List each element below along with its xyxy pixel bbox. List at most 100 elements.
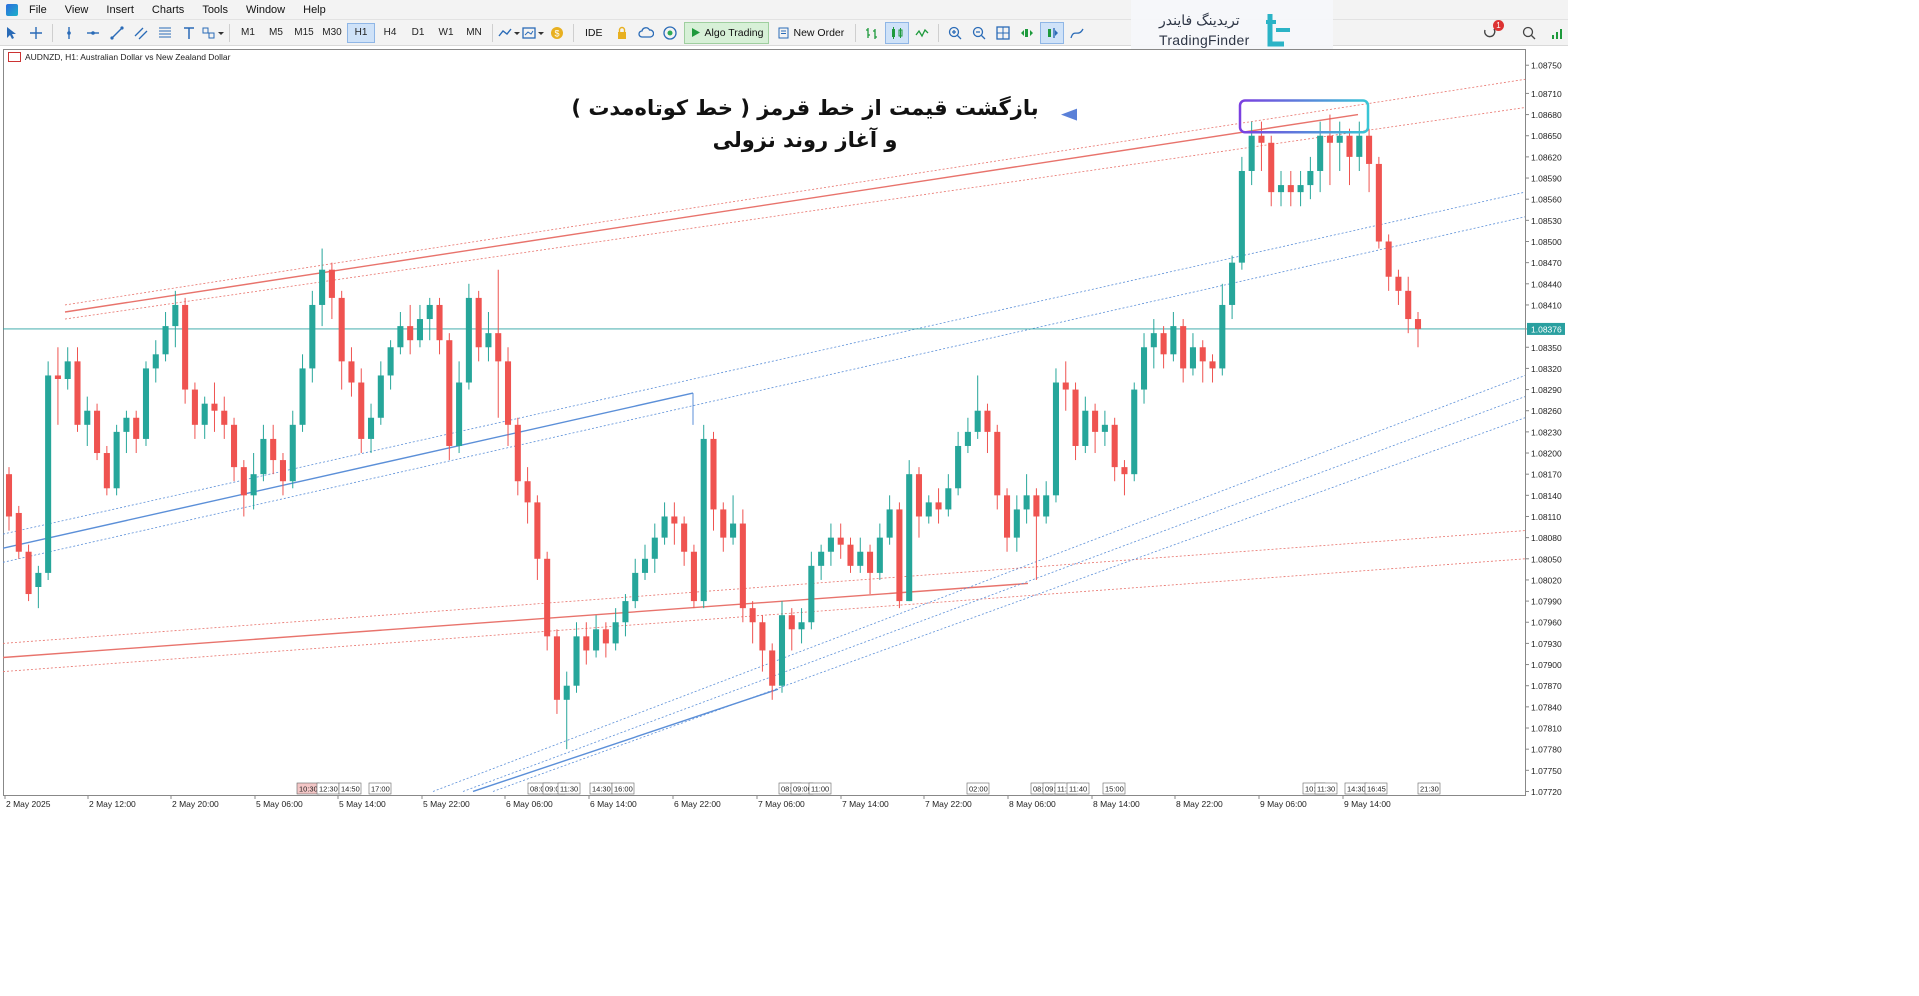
period-label: 17:00 (371, 785, 390, 794)
period-label: 14:30 (1347, 785, 1366, 794)
bear-candle (524, 481, 531, 503)
bull-candle (35, 572, 42, 587)
y-tick-label: 1.07810 (1531, 724, 1562, 734)
crosshair-icon[interactable] (25, 23, 47, 43)
y-tick-label: 1.08470 (1531, 258, 1562, 268)
timeframe-m15[interactable]: M15 (294, 27, 314, 38)
fibonacci-icon[interactable] (154, 23, 176, 43)
menu-file[interactable]: File (29, 3, 47, 16)
timeframe-d1[interactable]: D1 (411, 27, 425, 38)
bear-candle (221, 410, 228, 425)
bear-candle (1180, 326, 1187, 369)
shapes-icon[interactable] (202, 23, 224, 43)
chart-shift-icon[interactable] (1040, 21, 1065, 44)
x-tick-label: 5 May 06:00 (256, 799, 303, 809)
bull-candle (387, 347, 394, 376)
menu-window[interactable]: Window (246, 3, 286, 16)
bear-candle (534, 502, 541, 559)
trend-line-icon[interactable] (106, 23, 128, 43)
x-tick-label: 5 May 22:00 (423, 799, 470, 809)
period-label-box (1102, 782, 1126, 795)
timeframe-m30[interactable]: M30 (322, 27, 342, 38)
play-icon (691, 28, 700, 37)
menu-help[interactable]: Help (303, 3, 326, 16)
period-label: 14:50 (341, 785, 360, 794)
bull-candle (465, 297, 472, 383)
bull-candle (1150, 333, 1157, 348)
bear-candle (1385, 241, 1392, 277)
menu-view[interactable]: View (64, 3, 89, 16)
bull-candle (1277, 185, 1285, 193)
period-label: 12:30 (319, 785, 338, 794)
y-tick-label: 1.07840 (1531, 702, 1562, 712)
notification-badge: 1 (1493, 20, 1504, 31)
bull-candle (319, 269, 326, 305)
timeframe-h4[interactable]: H4 (383, 27, 397, 38)
toolbar-divider (855, 23, 857, 42)
bear-candle (103, 453, 110, 489)
templates-icon[interactable] (522, 23, 544, 43)
horizontal-line-icon[interactable] (82, 23, 104, 43)
period-label-box (1314, 782, 1338, 795)
notifications-icon[interactable]: 1 (1479, 20, 1504, 43)
timeframe-w1[interactable]: W1 (438, 27, 454, 38)
bull-candle (651, 537, 658, 559)
ide-button[interactable]: IDE (585, 26, 603, 39)
line-chart-icon[interactable] (911, 23, 933, 43)
indicators-icon[interactable] (1066, 23, 1088, 43)
bull-candle (1229, 262, 1236, 305)
timeframe-m5[interactable]: M5 (269, 27, 283, 38)
signals-icon[interactable] (659, 23, 681, 43)
new-order-button[interactable]: New Order (773, 23, 849, 43)
algo-trading-button[interactable]: Algo Trading (683, 21, 770, 44)
annotation-line-1: بازگشت قیمت از خط قرمز ( خط کوتاه‌مدت ) (571, 96, 1039, 120)
bull-candle (1297, 185, 1304, 193)
timeframe-h1[interactable]: H1 (347, 22, 375, 43)
bull-candle (1140, 347, 1148, 390)
zoom-in-icon[interactable] (944, 23, 966, 43)
y-tick-label: 1.07780 (1531, 745, 1562, 755)
bear-candle (1405, 290, 1412, 320)
cursor-icon[interactable] (1, 23, 23, 43)
bear-candle (710, 438, 717, 510)
annotation-arrow-head (1061, 108, 1077, 121)
new-order-label: New Order (793, 26, 845, 39)
candlestick-icon[interactable] (885, 21, 910, 44)
chart-window-icon (8, 52, 21, 62)
bear-candle (1072, 389, 1079, 446)
timeframe-m1[interactable]: M1 (241, 27, 255, 38)
y-tick-label: 1.07960 (1531, 618, 1562, 628)
tile-windows-icon[interactable] (992, 23, 1014, 43)
bull-candle (632, 572, 639, 602)
price-chart[interactable]: 1.08750 1.08710 1.08680 1.08650 1.08620 1.085… (3, 47, 1568, 814)
channel-icon[interactable] (130, 23, 152, 43)
bull-candle (886, 509, 893, 538)
money-icon[interactable]: $ (546, 23, 568, 43)
x-tick-label: 7 May 22:00 (925, 799, 972, 809)
bull-candle (700, 438, 707, 602)
scroll-chart-icon[interactable] (1016, 23, 1038, 43)
bear-candle (436, 304, 443, 341)
y-tick-label: 1.08650 (1531, 131, 1562, 141)
search-icon[interactable] (1518, 23, 1540, 43)
vertical-line-icon[interactable] (58, 23, 80, 43)
menu-tools[interactable]: Tools (202, 3, 228, 16)
period-label: 11:30 (1317, 785, 1335, 794)
chart-type-icon[interactable] (498, 23, 520, 43)
x-tick-label: 2 May 12:00 (89, 799, 136, 809)
menu-insert[interactable]: Insert (106, 3, 134, 16)
period-label: 11:30 (560, 785, 578, 794)
cloud-icon[interactable] (635, 23, 657, 43)
timeframe-mn[interactable]: MN (466, 27, 482, 38)
bar-chart-icon[interactable] (861, 23, 883, 43)
bull-candle (798, 622, 805, 630)
menu-charts[interactable]: Charts (151, 3, 185, 16)
bull-candle (964, 431, 971, 446)
text-icon[interactable] (178, 23, 200, 43)
x-tick-label: 7 May 06:00 (758, 799, 805, 809)
y-tick-label: 1.08710 (1531, 89, 1562, 99)
bear-candle (1268, 142, 1275, 193)
signals-bars-icon[interactable] (1547, 23, 1569, 43)
zoom-out-icon[interactable] (968, 23, 990, 43)
lock-icon[interactable] (611, 23, 633, 43)
